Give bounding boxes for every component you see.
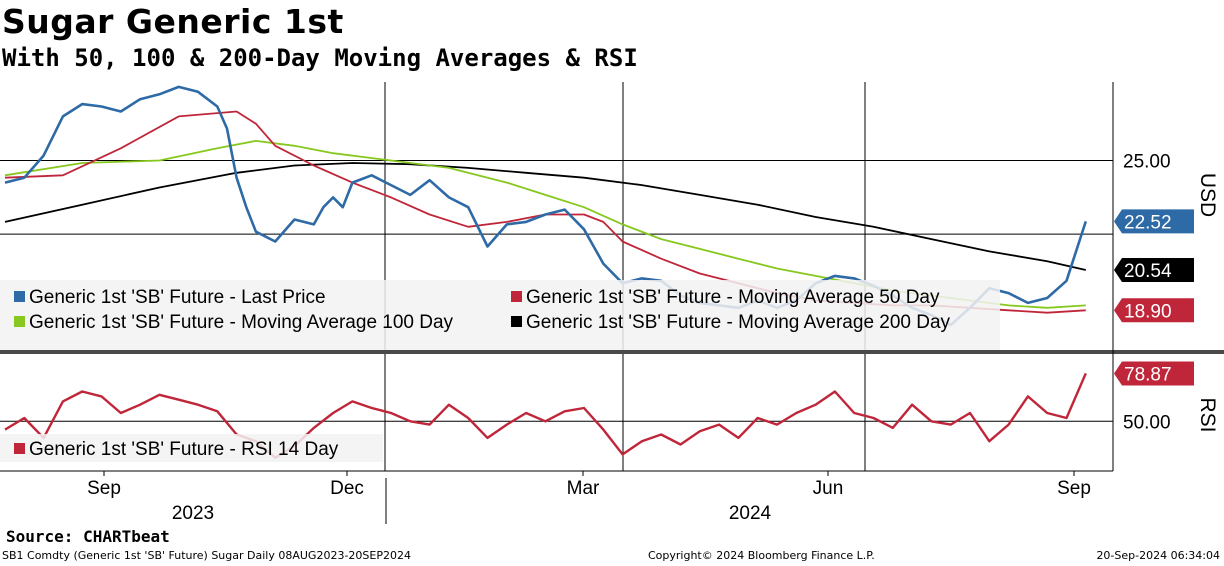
- ma200-tag-label: 20.54: [1124, 261, 1172, 282]
- legend-swatch-ma200: [511, 316, 522, 327]
- panel-separator: [0, 350, 1224, 354]
- ma50-tag: [1114, 298, 1194, 323]
- x-month-label: Dec: [330, 478, 364, 499]
- legend-swatch-ma100: [14, 316, 25, 327]
- source-note: Source: CHARTbeat: [6, 527, 170, 546]
- rsi-tick-label: 50.00: [1123, 412, 1171, 433]
- ma200-tag: [1114, 258, 1194, 283]
- x-year-label: 2024: [729, 503, 772, 524]
- x-month-label: Jun: [813, 478, 844, 499]
- rsi-tag: [1114, 361, 1194, 386]
- legend-box-rsi: [0, 434, 383, 462]
- x-year-label: 2023: [172, 503, 214, 524]
- x-month-label: Sep: [1057, 478, 1091, 499]
- rsi-tag-label: 78.87: [1124, 364, 1172, 385]
- chart-title: Sugar Generic 1st: [2, 2, 344, 41]
- footer-ticker: SB1 Comdty (Generic 1st 'SB' Future) Sug…: [2, 549, 411, 562]
- legend-label-rsi: Generic 1st 'SB' Future - RSI 14 Day: [29, 439, 339, 460]
- series-line-rsi: [4, 372, 1087, 459]
- footer-timestamp: 20-Sep-2024 06:34:04: [1096, 549, 1220, 562]
- legend-label-last: Generic 1st 'SB' Future - Last Price: [29, 287, 326, 308]
- price-axis-title: USD: [1196, 173, 1219, 217]
- ma50-tag-label: 18.90: [1124, 301, 1172, 322]
- legend-swatch-rsi: [14, 443, 25, 454]
- series-line-ma200: [4, 162, 1087, 271]
- footer-copyright: Copyright© 2024 Bloomberg Finance L.P.: [648, 549, 875, 562]
- legend-label-ma50: Generic 1st 'SB' Future - Moving Average…: [526, 287, 940, 308]
- legend-label-ma100: Generic 1st 'SB' Future - Moving Average…: [29, 312, 454, 333]
- legend-swatch-last: [14, 291, 25, 302]
- rsi-axis-title: RSI: [1196, 397, 1219, 432]
- legend-box-price: [0, 280, 1000, 350]
- last-price-tag-label: 22.52: [1124, 212, 1172, 233]
- x-month-label: Sep: [87, 478, 121, 499]
- price-tick-label: 25.00: [1123, 152, 1171, 173]
- last-price-tag: [1114, 209, 1194, 234]
- legend-swatch-ma50: [511, 291, 522, 302]
- chart-subtitle: With 50, 100 & 200-Day Moving Averages &…: [2, 44, 638, 72]
- x-month-label: Mar: [567, 478, 600, 499]
- legend-label-ma200: Generic 1st 'SB' Future - Moving Average…: [526, 312, 951, 333]
